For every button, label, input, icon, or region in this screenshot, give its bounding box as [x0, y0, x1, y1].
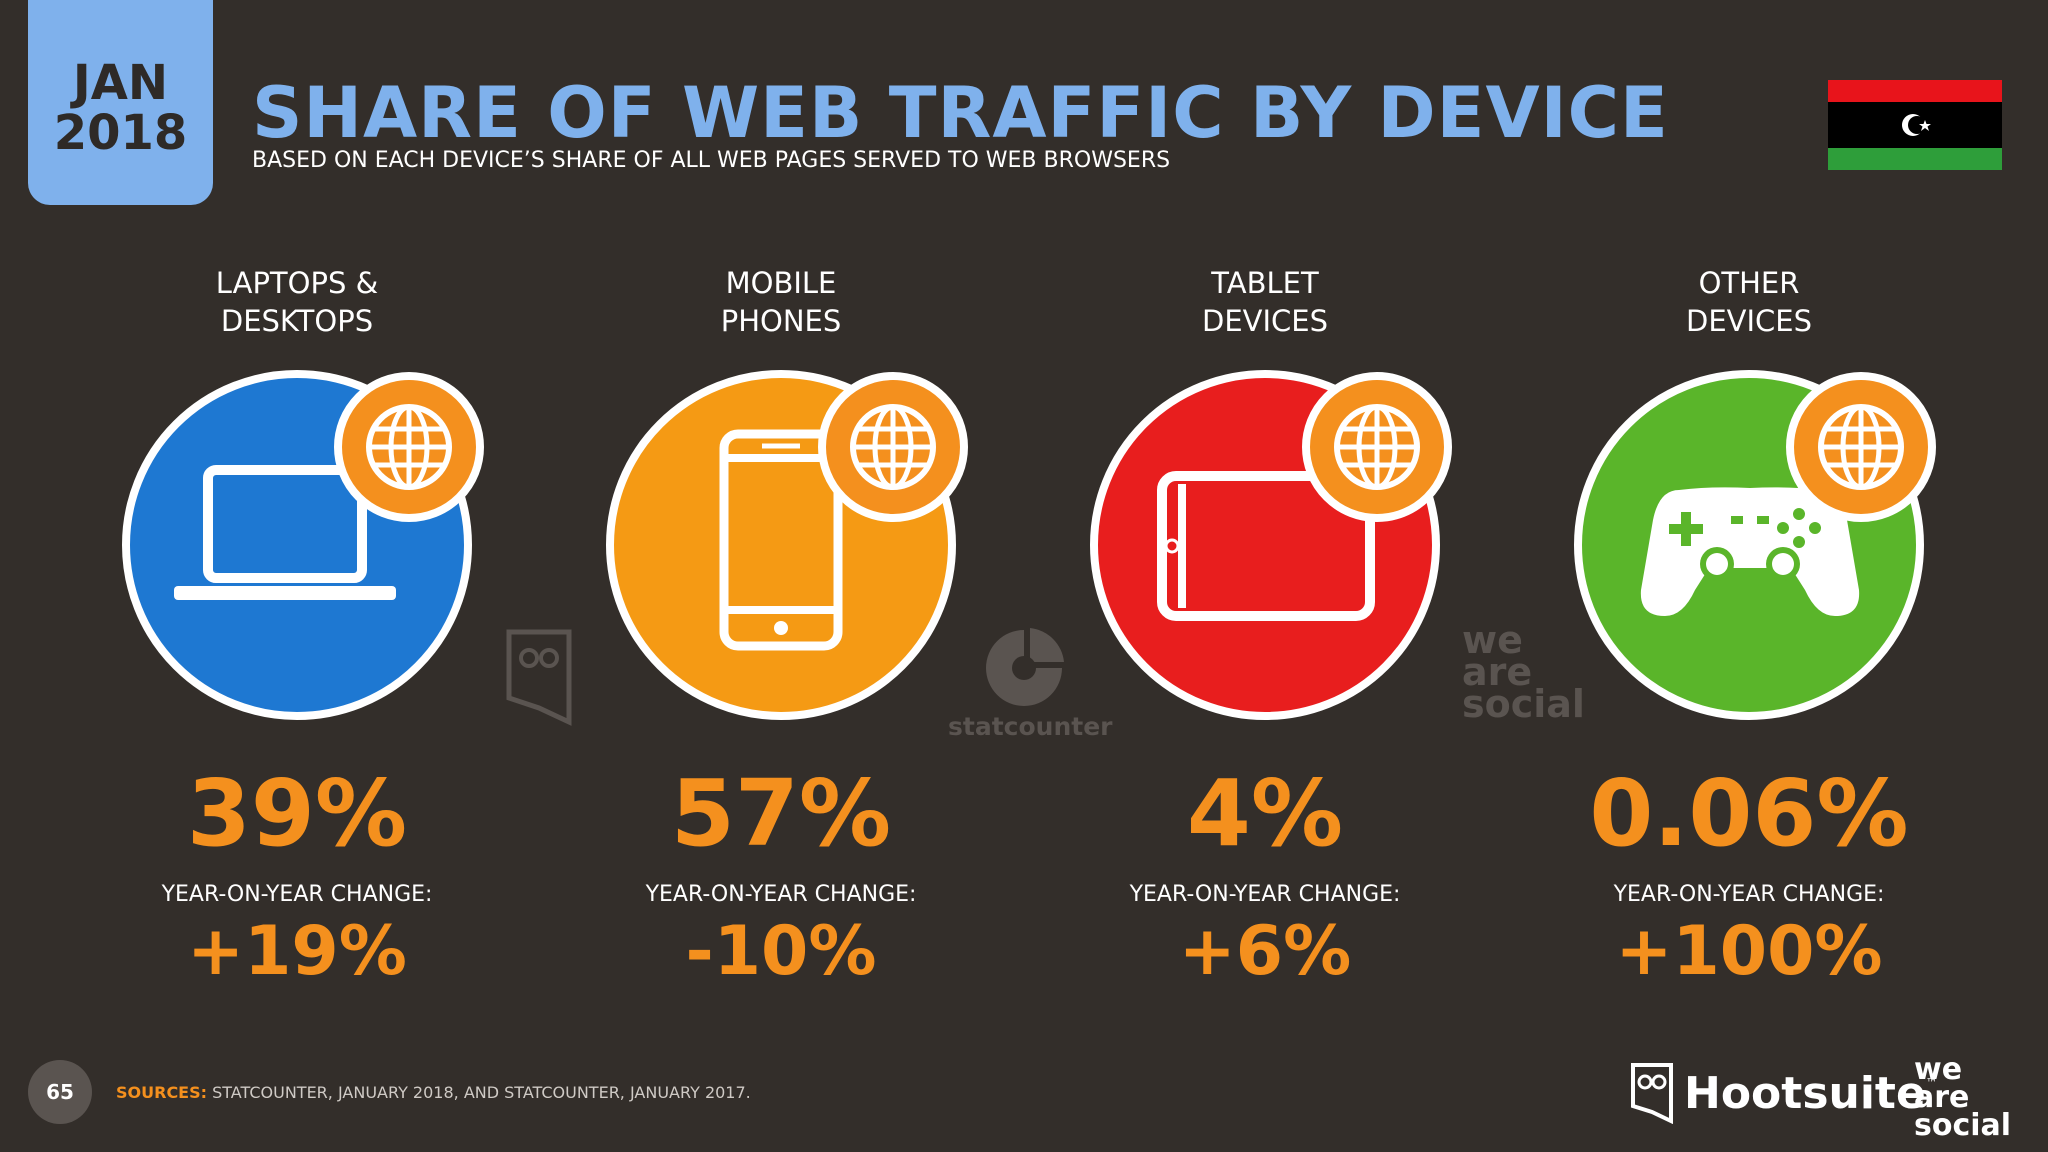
laptop-icon	[174, 465, 396, 600]
date-year: 2018	[53, 104, 188, 161]
yoy-value: +19%	[187, 912, 407, 991]
device-label: LAPTOPS & DESKTOPS	[215, 266, 379, 338]
statcounter-watermark-text: statcounter	[948, 712, 1113, 741]
device-column-tablet: TABLET DEVICES 4% YEAR-ON-YEAR CHANGE: +…	[1040, 0, 1490, 1040]
we-are-social-watermark: we are social	[1462, 618, 1585, 726]
yoy-label: YEAR-ON-YEAR CHANGE:	[1613, 882, 1885, 907]
yoy-value: +100%	[1615, 912, 1883, 991]
we-are-social-logo: we are social	[1914, 1052, 2012, 1143]
tablet-icon	[1157, 471, 1375, 621]
hootsuite-logo: Hootsuite ™	[1630, 1062, 1938, 1124]
device-label: TABLET DEVICES	[1201, 266, 1329, 338]
device-share-percent: 39%	[186, 760, 408, 867]
globe-badge	[1786, 372, 1936, 522]
libya-flag-icon	[1828, 80, 2002, 170]
device-label: MOBILE PHONES	[720, 266, 842, 338]
globe-icon	[850, 404, 936, 490]
date-badge: JAN 2018	[28, 0, 213, 205]
yoy-label: YEAR-ON-YEAR CHANGE:	[1129, 882, 1401, 907]
sources-note: SOURCES: STATCOUNTER, JANUARY 2018, AND …	[116, 1083, 751, 1102]
yoy-label: YEAR-ON-YEAR CHANGE:	[645, 882, 917, 907]
hootsuite-owl-icon	[1631, 1063, 1673, 1124]
device-circle	[122, 370, 472, 720]
globe-icon	[1818, 404, 1904, 490]
page-subtitle: BASED ON EACH DEVICE’S SHARE OF ALL WEB …	[252, 148, 1171, 173]
hootsuite-wordmark: Hootsuite	[1684, 1067, 1926, 1119]
device-column-other: OTHER DEVICES 0.06% YEAR-ON-YEAR CHANGE:…	[1524, 0, 1974, 1040]
game-controller-icon	[1640, 487, 1860, 616]
globe-badge	[334, 372, 484, 522]
device-share-percent: 57%	[670, 760, 892, 867]
hootsuite-owl-watermark-icon	[506, 629, 572, 726]
globe-badge	[1302, 372, 1452, 522]
yoy-value: -10%	[685, 912, 877, 991]
yoy-label: YEAR-ON-YEAR CHANGE:	[161, 882, 433, 907]
device-column-mobile: MOBILE PHONES 57% YEAR-ON-YEAR CHANGE: -…	[556, 0, 1006, 1040]
device-label: OTHER DEVICES	[1685, 266, 1813, 338]
device-share-percent: 0.06%	[1589, 760, 1909, 867]
sources-label: SOURCES:	[116, 1083, 208, 1102]
sources-text: STATCOUNTER, JANUARY 2018, AND STATCOUNT…	[207, 1083, 751, 1102]
page-title: SHARE OF WEB TRAFFIC BY DEVICE	[252, 72, 1669, 154]
globe-badge	[818, 372, 968, 522]
statcounter-logo-icon	[986, 628, 1064, 706]
device-share-percent: 4%	[1186, 760, 1344, 867]
date-month: JAN	[72, 54, 169, 111]
yoy-value: +6%	[1178, 912, 1352, 991]
page-number: 65	[28, 1060, 92, 1124]
globe-icon	[366, 404, 452, 490]
trademark-mark: ™	[1925, 1076, 1938, 1090]
device-column-laptops: LAPTOPS & DESKTOPS 39% YEAR-ON-YEAR CHAN…	[72, 0, 522, 1040]
globe-icon	[1334, 404, 1420, 490]
